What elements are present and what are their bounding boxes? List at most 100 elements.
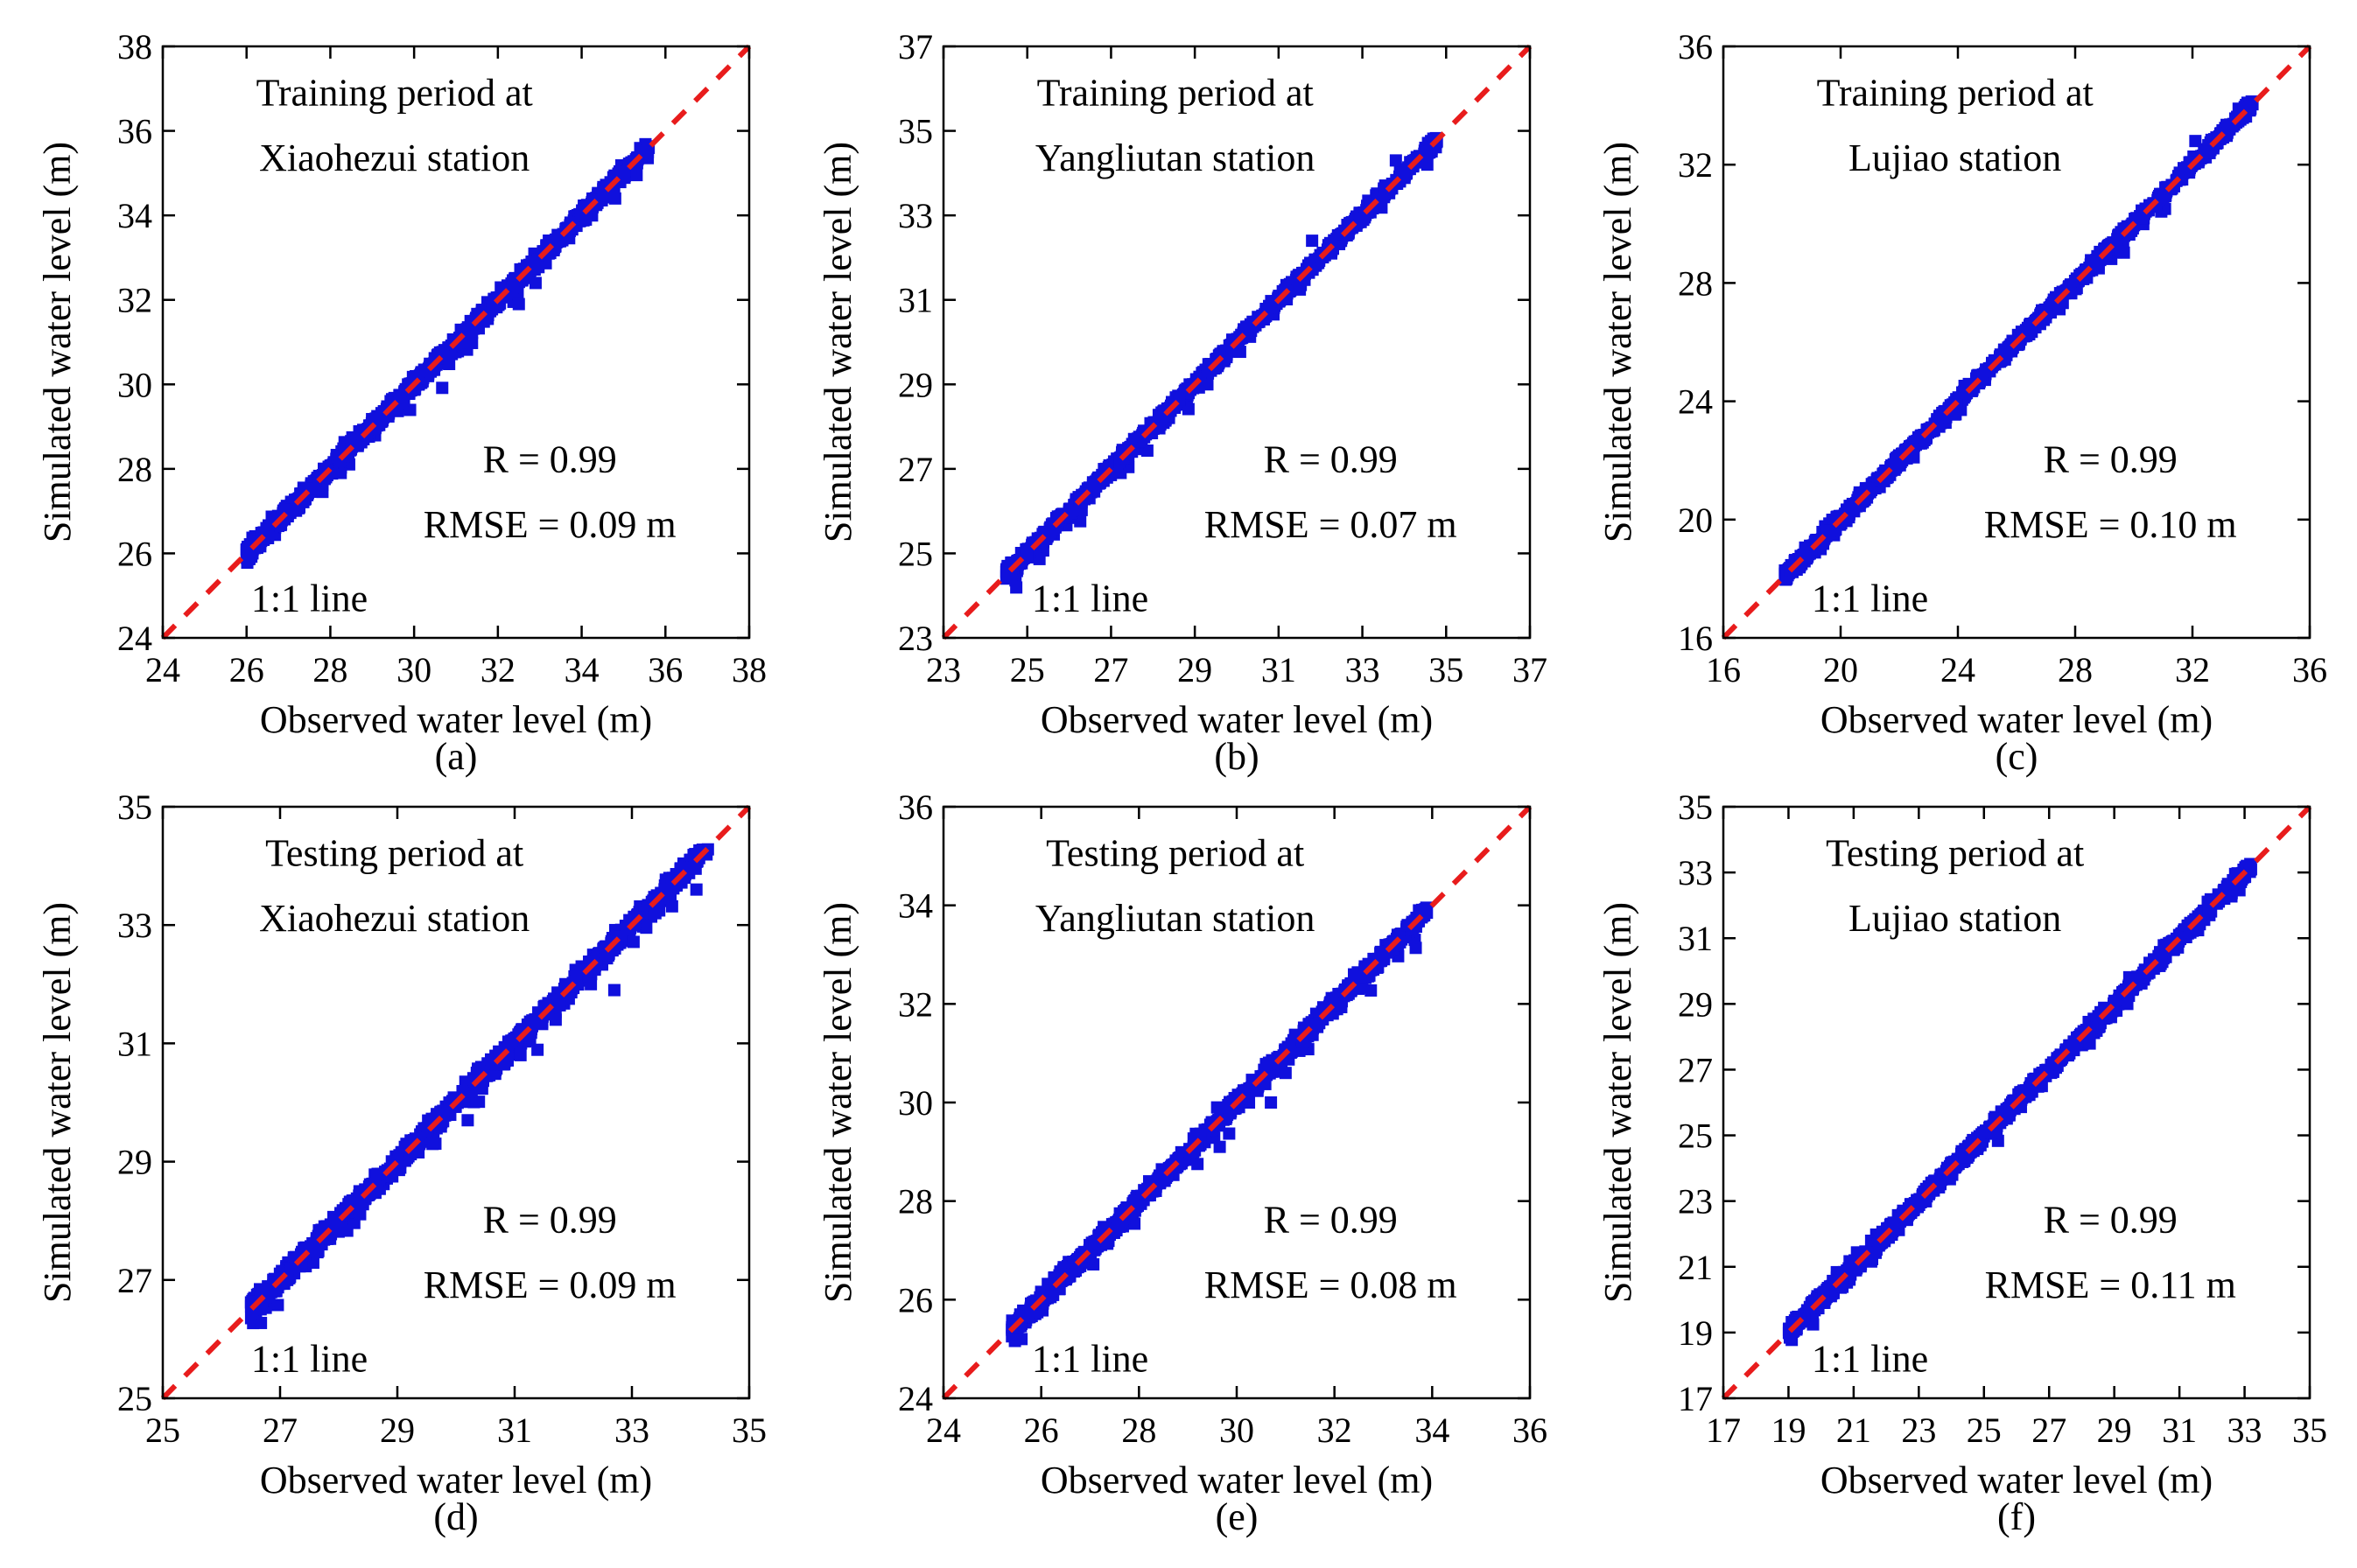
x-tick-label: 29 [1177,650,1212,690]
x-tick-label: 35 [1428,650,1463,690]
data-point [426,1138,439,1151]
data-point [262,523,275,536]
y-tick-label: 24 [117,619,152,658]
y-tick-label: 28 [1678,263,1713,303]
data-point [242,549,255,562]
x-tick-label: 35 [732,1410,767,1450]
y-tick-label: 16 [1678,619,1713,658]
x-tick-label: 26 [229,650,264,690]
y-tick-label: 30 [117,365,152,404]
stat-r: R = 0.99 [483,438,617,481]
y-tick-label: 25 [898,534,933,573]
x-tick-label: 32 [481,650,516,690]
data-point [443,358,456,371]
x-tick-label: 38 [732,650,767,690]
y-tick-label: 36 [1678,27,1713,66]
data-point [579,213,593,226]
x-tick-label: 31 [497,1410,532,1450]
x-tick-label: 24 [145,650,180,690]
data-point [585,977,598,990]
data-point [461,1114,474,1127]
y-axis-label: Simulated water level (m) [36,142,79,542]
x-tick-label: 30 [396,650,431,690]
data-point [1306,234,1319,248]
data-point [368,1168,382,1181]
data-point [1389,154,1402,167]
data-point [466,326,479,340]
x-tick-label: 32 [2175,650,2210,690]
data-point [424,365,438,378]
stat-rmse: RMSE = 0.07 m [1204,503,1457,546]
panel-title-line-1: Testing period at [265,832,523,875]
x-tick-label: 34 [565,650,600,690]
y-tick-label: 32 [1678,145,1713,185]
y-tick-label: 34 [117,196,152,235]
data-point [553,998,566,1012]
data-point [512,298,525,311]
data-point [486,303,499,316]
panel-title-line-2: Lujiao station [1848,136,2061,179]
data-point [466,336,479,349]
y-tick-label: 25 [117,1379,152,1418]
y-tick-label: 37 [898,27,933,66]
data-point [1421,158,1434,172]
panel-title-line-1: Training period at [1037,72,1314,115]
x-tick-label: 33 [614,1410,649,1450]
y-tick-label: 23 [898,619,933,658]
y-tick-label: 31 [117,1024,152,1063]
x-tick-label: 27 [1093,650,1128,690]
y-tick-label: 33 [898,196,933,235]
y-tick-label: 38 [117,27,152,66]
data-point [394,389,407,402]
y-tick-label: 35 [117,788,152,827]
identity-line-label: 1:1 line [251,1338,368,1381]
y-tick-label: 31 [898,281,933,320]
data-point [1201,378,1214,391]
data-point [1021,548,1034,561]
data-point [2189,135,2202,148]
data-point [1354,212,1367,225]
data-point [649,906,662,920]
x-tick-label: 37 [1512,650,1547,690]
identity-line-label: 1:1 line [251,578,368,620]
x-tick-label: 29 [380,1410,415,1450]
data-point [627,935,640,948]
data-point [2110,238,2123,251]
x-tick-label: 24 [1940,650,1975,690]
scatter-panel-a: 24 26 28 30 32 34 36 382426283032343638Observed… [36,27,767,778]
data-point [311,1246,324,1259]
data-point [549,1013,562,1026]
panel-title-line-2: Xiaohezui station [259,897,530,940]
data-point [278,503,291,516]
y-tick-label: 35 [898,112,933,151]
data-point [436,382,449,395]
stat-r: R = 0.99 [2044,438,2178,481]
y-tick-label: 28 [117,450,152,489]
y-tick-label: 32 [117,281,152,320]
data-point [618,166,631,179]
x-tick-label: 36 [648,650,683,690]
y-tick-label: 27 [117,1261,152,1300]
y-tick-label: 26 [117,534,152,573]
stat-r: R = 0.99 [1264,438,1398,481]
panel-label: (d) [433,1495,478,1538]
y-axis-label: Simulated water level (m) [1596,142,1639,542]
y-axis-label: Simulated water level (m) [817,142,859,542]
scatter-panel-b: 23 25 27 29 31 33 35 372325272931333537Observed… [817,27,1547,778]
y-tick-label: 27 [898,450,933,489]
y-tick-label: 36 [117,112,152,151]
data-point [690,883,703,896]
x-tick-label: 31 [1261,650,1296,690]
y-tick-label: 29 [898,365,933,404]
stat-rmse: RMSE = 0.09 m [424,1264,677,1306]
x-tick-label: 36 [2292,650,2327,690]
data-point [608,192,621,205]
y-tick-label: 33 [117,906,152,945]
panel-title-line-1: Training period at [256,72,533,115]
panel-title-line-2: Yangliutan station [1035,136,1315,179]
identity-line-label: 1:1 line [1812,578,1928,620]
